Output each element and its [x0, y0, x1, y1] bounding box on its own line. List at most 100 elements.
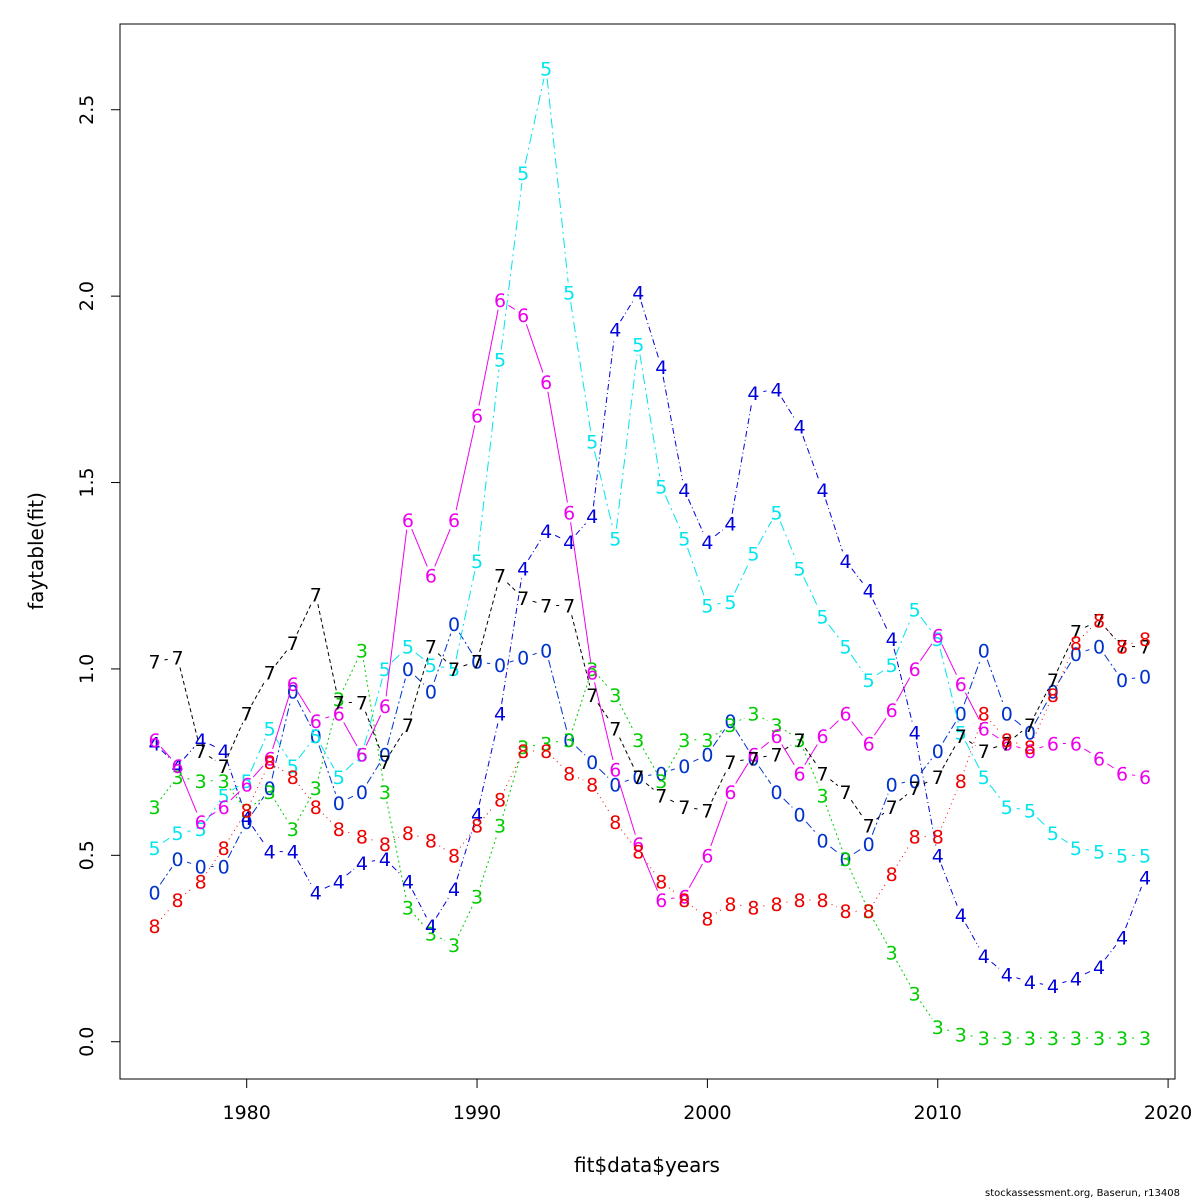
- series-6-point: 6: [310, 711, 322, 733]
- series-3-point: 3: [517, 737, 529, 759]
- series-7-segment: [1105, 627, 1116, 640]
- series-8-segment: [371, 839, 376, 842]
- series-4-point: 4: [218, 741, 230, 763]
- x-tick-label: 1990: [453, 1102, 501, 1124]
- series-0-segment: [296, 699, 312, 728]
- series-5-segment: [274, 736, 288, 758]
- series-8-segment: [1056, 651, 1073, 687]
- series-8-point: 8: [425, 830, 437, 852]
- series-0-segment: [901, 781, 905, 784]
- series-8-point: 8: [840, 901, 852, 923]
- series-6-point: 6: [517, 305, 529, 327]
- series-4-segment: [478, 723, 499, 805]
- series-7-point: 7: [678, 797, 690, 819]
- series-0-point: 0: [932, 741, 944, 763]
- series-0-point: 0: [909, 771, 921, 793]
- series-4-point: 4: [1024, 972, 1036, 994]
- series-0-point: 0: [586, 752, 598, 774]
- series-7-segment: [479, 585, 498, 652]
- series-8-segment: [483, 806, 494, 819]
- series-6-segment: [617, 778, 636, 835]
- series-6-point: 6: [241, 774, 253, 796]
- series-3-segment: [947, 1029, 952, 1032]
- series-3-segment: [479, 834, 498, 887]
- series-3-segment: [362, 660, 384, 783]
- series-5-point: 5: [517, 163, 529, 185]
- series-7-point: 7: [241, 704, 253, 726]
- series-0-point: 0: [425, 681, 437, 703]
- series-8-point: 8: [978, 704, 990, 726]
- series-4-segment: [575, 523, 586, 536]
- series-4-segment: [554, 534, 561, 539]
- series-6-point: 6: [1024, 741, 1036, 763]
- series-0-point: 0: [793, 804, 805, 826]
- series-7-point: 7: [747, 748, 759, 770]
- series-7-segment: [993, 746, 998, 749]
- series-6-segment: [547, 391, 568, 503]
- series-4-point: 4: [978, 946, 990, 968]
- y-tick-label: 2.0: [76, 281, 98, 311]
- series-3-point: 3: [678, 730, 690, 752]
- series-4-point: 4: [264, 842, 276, 864]
- series-8-point: 8: [563, 763, 575, 785]
- series-3-point: 3: [747, 704, 759, 726]
- series-6-segment: [297, 692, 311, 713]
- series-7-point: 7: [195, 741, 207, 763]
- series-6-segment: [1131, 774, 1136, 776]
- series-6-segment: [851, 721, 863, 736]
- series-7-segment: [410, 656, 429, 716]
- series-7-segment: [763, 755, 767, 758]
- series-8-segment: [786, 901, 790, 903]
- series-3-point: 3: [978, 1028, 990, 1050]
- series-8-segment: [691, 905, 700, 913]
- series-8-point: 8: [1070, 633, 1082, 655]
- series-6-segment: [991, 733, 999, 739]
- series-7-segment: [1034, 688, 1049, 717]
- series-0-segment: [159, 867, 173, 885]
- series-8-point: 8: [817, 890, 829, 912]
- series-5-segment: [415, 652, 424, 660]
- series-6-segment: [710, 801, 728, 847]
- series-5-point: 5: [494, 350, 506, 372]
- series-4-point: 4: [1116, 927, 1128, 949]
- series-6-segment: [781, 744, 795, 766]
- series-5-segment: [320, 744, 335, 769]
- series-4-point: 4: [932, 845, 944, 867]
- series-5-point: 5: [425, 655, 437, 677]
- series-5-point: 5: [540, 59, 552, 81]
- series-3-segment: [502, 756, 521, 817]
- series-0-point: 0: [1024, 722, 1036, 744]
- series-0-point: 0: [517, 648, 529, 670]
- series-8-segment: [896, 844, 910, 866]
- series-8-point: 8: [356, 827, 368, 849]
- series-3-point: 3: [494, 816, 506, 838]
- series-4-segment: [412, 890, 427, 918]
- credit-text: stockassessment.org, Baserun, r13408: [985, 1188, 1180, 1199]
- series-0-segment: [963, 659, 981, 705]
- series-5-segment: [477, 369, 500, 551]
- series-5-segment: [500, 182, 523, 350]
- series-3-segment: [532, 744, 537, 747]
- series-5-segment: [594, 451, 614, 529]
- series-5-segment: [1036, 817, 1047, 827]
- series-6-point: 6: [724, 782, 736, 804]
- series-5-point: 5: [586, 432, 598, 454]
- series-0-segment: [227, 830, 243, 858]
- series-0-point: 0: [632, 767, 644, 789]
- series-6-segment: [1084, 748, 1091, 754]
- series-7-segment: [830, 779, 839, 787]
- series-6-segment: [272, 693, 291, 749]
- series-4-point: 4: [840, 551, 852, 573]
- series-8-segment: [668, 887, 677, 895]
- series-4-segment: [161, 750, 171, 760]
- series-5-segment: [298, 743, 311, 759]
- series-6-segment: [594, 682, 614, 760]
- series-0-point: 0: [817, 830, 829, 852]
- series-3-point: 3: [655, 771, 667, 793]
- series-8-segment: [873, 882, 887, 903]
- series-6-segment: [208, 811, 216, 817]
- series-8-segment: [620, 829, 633, 844]
- series-6-point: 6: [955, 674, 967, 696]
- series-5-point: 5: [724, 592, 736, 614]
